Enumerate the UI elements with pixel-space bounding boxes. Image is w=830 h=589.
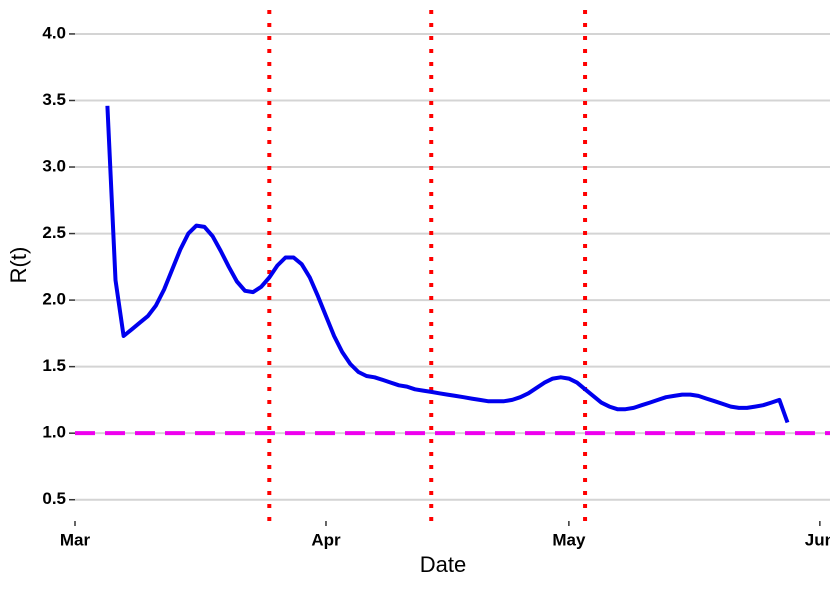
- y-tick-label: 2.0: [42, 290, 66, 309]
- x-tick-label: Mar: [60, 530, 91, 549]
- data-line: [105, 105, 790, 424]
- y-tick-label: 3.5: [42, 90, 66, 109]
- y-tick-label: 4.0: [42, 23, 66, 42]
- x-tick-label: Jun: [805, 530, 830, 549]
- y-tick-label: 1.0: [42, 423, 66, 442]
- x-axis-title: Date: [420, 552, 466, 577]
- y-axis-title: R(t): [6, 247, 31, 284]
- x-tick-label: May: [552, 530, 586, 549]
- x-tick-label: Apr: [311, 530, 341, 549]
- y-tick-label: 3.0: [42, 157, 66, 176]
- y-tick-label: 0.5: [42, 489, 66, 508]
- y-tick-label: 2.5: [42, 223, 66, 242]
- y-tick-label: 1.5: [42, 356, 66, 375]
